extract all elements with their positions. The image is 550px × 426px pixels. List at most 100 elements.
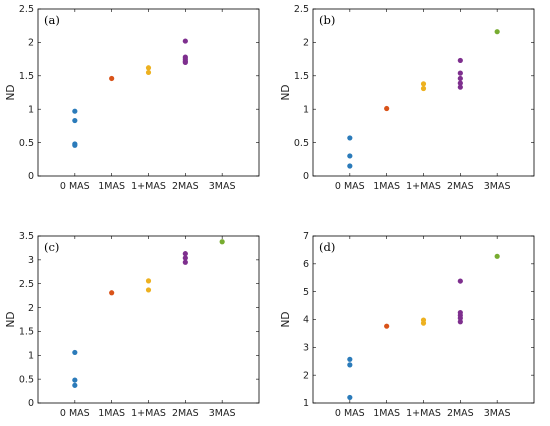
y-axis-label: ND bbox=[280, 312, 292, 328]
data-point bbox=[145, 287, 152, 293]
x-tick-label: 1MAS bbox=[98, 408, 125, 419]
y-tick-label: 3 bbox=[303, 343, 309, 354]
x-tick-label: 0 MAS bbox=[60, 181, 90, 192]
data-point bbox=[219, 239, 225, 245]
y-tick-label: 1 bbox=[28, 350, 34, 361]
y-tick-label: 3.5 bbox=[19, 231, 34, 242]
x-tick-label: 3MAS bbox=[484, 408, 511, 419]
panel-2: 0 0.5 1 1.5 2 2.5 0 MAS 1MAS 1+MAS 2MAS 3MAS ND (b) bbox=[280, 4, 535, 192]
data-point bbox=[72, 382, 78, 388]
y-tick-label: 0.5 bbox=[19, 374, 34, 385]
x-tick-label: 2MAS bbox=[172, 408, 199, 419]
panel-label: (b) bbox=[319, 13, 335, 27]
data-point bbox=[420, 81, 427, 87]
y-tick-label: 2 bbox=[303, 370, 309, 381]
y-tick-label: 1 bbox=[303, 104, 309, 115]
data-point bbox=[494, 253, 500, 259]
y-axis-label: ND bbox=[5, 312, 17, 328]
data-point bbox=[457, 84, 463, 90]
panel-3: 0 0.5 1 1.5 2 2.5 3 3.5 0 MAS 1MAS 1+MAS 2MAS 3MAS ND… bbox=[5, 231, 260, 419]
data-point bbox=[420, 320, 427, 326]
data-point bbox=[182, 259, 188, 265]
y-tick-label: 0 bbox=[28, 171, 34, 182]
data-point bbox=[347, 153, 353, 159]
data-point bbox=[347, 163, 353, 169]
data-point bbox=[457, 278, 463, 284]
y-tick-label: 2 bbox=[303, 38, 309, 49]
x-tick-label: 0 MAS bbox=[335, 408, 365, 419]
data-point bbox=[72, 349, 78, 356]
x-tick-label: 1MAS bbox=[373, 181, 400, 192]
x-tick-label: 1+MAS bbox=[131, 181, 166, 192]
panel-label: (c) bbox=[44, 240, 59, 254]
plot-frame bbox=[312, 8, 535, 177]
y-tick-label: 2 bbox=[28, 303, 34, 314]
y-tick-label: 2 bbox=[28, 38, 34, 49]
x-tick-label: 2MAS bbox=[172, 181, 199, 192]
y-axis-label: ND bbox=[5, 85, 17, 101]
y-tick-label: 1.5 bbox=[294, 71, 309, 82]
data-point bbox=[347, 135, 353, 141]
x-tick-label: 3MAS bbox=[484, 181, 511, 192]
data-point bbox=[145, 65, 152, 71]
x-tick-label: 0 MAS bbox=[335, 181, 365, 192]
x-tick-label: 1MAS bbox=[373, 408, 400, 419]
x-tick-label: 1+MAS bbox=[406, 181, 441, 192]
y-tick-label: 0.5 bbox=[294, 138, 309, 149]
data-point bbox=[420, 85, 427, 92]
data-point bbox=[182, 38, 188, 44]
y-axis-label: ND bbox=[280, 85, 292, 101]
y-tick-label: 0 bbox=[303, 171, 309, 182]
data-point bbox=[182, 59, 188, 66]
data-point bbox=[384, 323, 390, 329]
y-tick-label: 2.5 bbox=[19, 4, 34, 15]
x-tick-label: 1MAS bbox=[98, 181, 125, 192]
x-tick-label: 0 MAS bbox=[60, 408, 90, 419]
y-tick-label: 2.5 bbox=[19, 279, 34, 290]
data-point bbox=[494, 29, 500, 35]
y-tick-label: 5 bbox=[303, 287, 309, 298]
y-tick-label: 7 bbox=[303, 231, 309, 242]
y-tick-label: 2.5 bbox=[294, 4, 309, 15]
x-tick-label: 3MAS bbox=[209, 408, 236, 419]
y-tick-label: 1 bbox=[303, 398, 309, 409]
data-point bbox=[72, 117, 78, 124]
data-point bbox=[384, 105, 390, 112]
x-tick-label: 3MAS bbox=[209, 181, 236, 192]
y-tick-label: 1.5 bbox=[19, 327, 34, 338]
y-tick-label: 0 bbox=[28, 398, 34, 409]
data-point bbox=[347, 356, 353, 362]
data-point bbox=[457, 57, 463, 64]
data-point bbox=[347, 362, 353, 368]
x-tick-label: 2MAS bbox=[447, 181, 474, 192]
data-point bbox=[109, 75, 115, 82]
data-point bbox=[457, 75, 463, 82]
x-tick-label: 2MAS bbox=[447, 408, 474, 419]
data-point bbox=[145, 278, 152, 284]
y-tick-label: 1.5 bbox=[19, 71, 34, 82]
plot-frame bbox=[37, 235, 260, 404]
y-tick-label: 6 bbox=[303, 259, 309, 270]
data-point bbox=[457, 70, 463, 76]
data-point bbox=[457, 315, 463, 321]
y-tick-label: 4 bbox=[303, 315, 309, 326]
x-tick-label: 1+MAS bbox=[406, 408, 441, 419]
data-point bbox=[182, 251, 188, 257]
y-tick-label: 3 bbox=[28, 255, 34, 266]
data-point bbox=[457, 80, 463, 86]
data-point bbox=[145, 69, 152, 76]
panel-1: 0 0.5 1 1.5 2 2.5 0 MAS 1MAS 1+MAS 2MAS 3MAS ND (a) bbox=[5, 4, 260, 192]
data-point bbox=[182, 255, 188, 261]
data-point bbox=[72, 108, 78, 114]
plot-frame bbox=[37, 8, 260, 177]
panel-4: 1 2 3 4 5 6 7 0 MAS 1MAS 1+MAS 2MAS 3MAS ND (d) bbox=[280, 231, 535, 419]
data-point bbox=[457, 319, 463, 325]
y-tick-label: 1 bbox=[28, 104, 34, 115]
data-point bbox=[109, 290, 115, 296]
data-point bbox=[72, 377, 78, 383]
data-point bbox=[72, 142, 78, 148]
data-point bbox=[347, 394, 353, 401]
y-tick-label: 0.5 bbox=[19, 138, 34, 149]
panel-label: (a) bbox=[44, 13, 60, 27]
